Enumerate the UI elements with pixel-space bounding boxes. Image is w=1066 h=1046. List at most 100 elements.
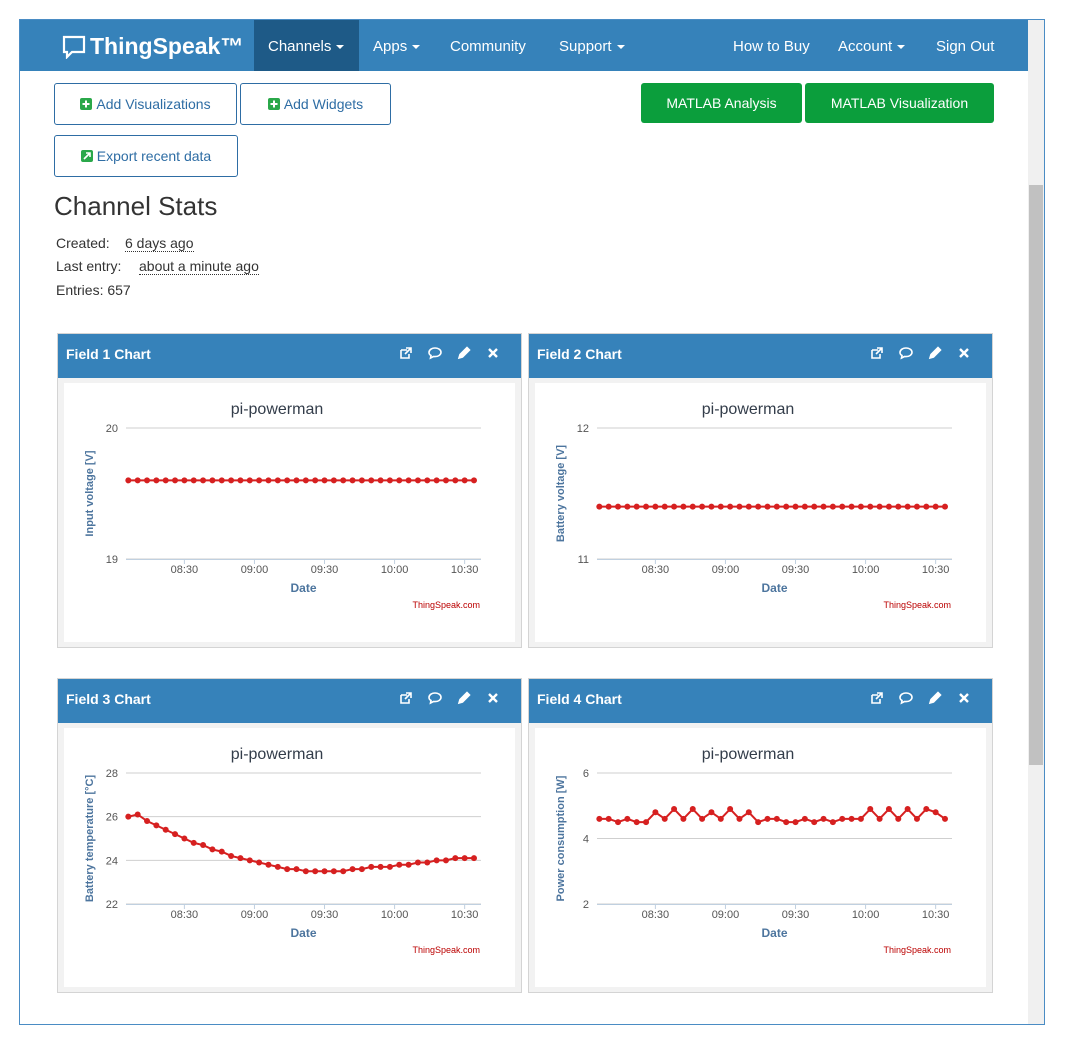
stat-label: Created: [56, 235, 110, 251]
data-point [661, 503, 668, 510]
data-point [330, 477, 337, 484]
nav-item[interactable]: Community [450, 38, 526, 55]
panel-icon[interactable] [485, 345, 501, 361]
panel-icon[interactable] [956, 690, 972, 706]
data-point [857, 503, 864, 510]
button[interactable]: Add Visualizations [54, 83, 237, 125]
panel-icon[interactable] [927, 690, 943, 706]
data-point [190, 477, 197, 484]
data-point [414, 477, 421, 484]
data-point [218, 477, 225, 484]
data-point [792, 819, 799, 826]
data-point [405, 861, 412, 868]
x-tick-label: 09:00 [712, 909, 740, 921]
panel-icon[interactable] [927, 345, 943, 361]
nav-item[interactable]: Support [559, 20, 625, 71]
data-point [265, 477, 272, 484]
chart-title: pi-powerman [231, 401, 323, 418]
button[interactable]: MATLAB Analysis [641, 83, 802, 123]
data-point [923, 806, 930, 813]
data-point [904, 503, 911, 510]
data-point [200, 477, 207, 484]
data-point [396, 477, 403, 484]
panel-icon[interactable] [956, 345, 972, 361]
data-point [801, 503, 808, 510]
scrollbar[interactable] [1028, 20, 1044, 1024]
panel-icon[interactable] [456, 690, 472, 706]
chart: pi-powerman 19 20 08:30 09:00 09:30 10:00 10:30… [84, 401, 481, 610]
chart: pi-powerman 22 24 26 28 08:30 09:00 09:30 10:00 1… [84, 746, 481, 955]
y-tick-label: 20 [106, 423, 118, 435]
data-point [671, 806, 678, 813]
icon-shape [899, 347, 913, 360]
button[interactable]: MATLAB Visualization [805, 83, 994, 123]
data-point [312, 868, 319, 875]
data-point [293, 477, 300, 484]
icon-shape [400, 347, 412, 359]
data-point [811, 503, 818, 510]
panel-icon[interactable] [427, 345, 443, 361]
data-point [144, 477, 151, 484]
panel-title: Field 1 Chart [66, 346, 151, 362]
panel-icon[interactable] [898, 690, 914, 706]
button[interactable]: Add Widgets [240, 83, 391, 125]
y-axis-title: Battery voltage [V] [555, 445, 567, 543]
x-tick-label: 10:30 [451, 909, 479, 921]
data-point [274, 863, 281, 870]
data-point [792, 503, 799, 510]
data-point [596, 503, 603, 510]
panel-icon[interactable] [398, 345, 414, 361]
data-point [643, 819, 650, 826]
data-point [190, 839, 197, 846]
panel-icon[interactable] [398, 690, 414, 706]
panel-title: Field 3 Chart [66, 691, 151, 707]
data-point [144, 818, 151, 825]
y-tick-label: 4 [583, 834, 589, 846]
data-point [671, 503, 678, 510]
data-point [755, 503, 762, 510]
icon-shape [928, 346, 942, 360]
data-point [848, 503, 855, 510]
data-point [414, 859, 421, 866]
panel-icon[interactable] [869, 690, 885, 706]
data-point [162, 477, 169, 484]
panel-header: Field 3 Chart [58, 679, 521, 723]
data-point [839, 815, 846, 822]
panel-header: Field 4 Chart [529, 679, 992, 723]
scroll-thumb[interactable] [1029, 185, 1043, 765]
data-point [736, 815, 743, 822]
panel-icon[interactable] [869, 345, 885, 361]
data-point [200, 842, 207, 849]
nav-item[interactable]: How to Buy [733, 38, 810, 55]
data-point [452, 855, 459, 862]
data-point [349, 477, 356, 484]
data-point [153, 477, 160, 484]
plus-icon [267, 98, 280, 110]
data-point [340, 868, 347, 875]
data-point [340, 477, 347, 484]
data-point [358, 866, 365, 873]
data-point [461, 855, 468, 862]
browser-window: ThingSpeak™ Channels Apps Community Supp… [19, 19, 1045, 1025]
nav-item[interactable]: Account [838, 20, 905, 71]
panel-title: Field 4 Chart [537, 691, 622, 707]
panel-icon[interactable] [456, 345, 472, 361]
nav-item[interactable]: Apps [373, 20, 420, 71]
panel-icon[interactable] [485, 690, 501, 706]
nav-item[interactable]: Channels [268, 20, 344, 71]
brand[interactable]: ThingSpeak™ [90, 33, 244, 59]
button[interactable]: Export recent data [54, 135, 238, 177]
stat-value: about a minute ago [139, 258, 259, 275]
nav-item[interactable]: Sign Out [936, 38, 995, 55]
panel-icon[interactable] [427, 690, 443, 706]
icon-shape [899, 692, 913, 705]
data-point [876, 815, 883, 822]
data-point [829, 819, 836, 826]
data-point [633, 503, 640, 510]
data-point [829, 503, 836, 510]
data-point [181, 835, 188, 842]
x-tick-label: 10:30 [451, 564, 479, 576]
panel-icon[interactable] [898, 345, 914, 361]
data-point [172, 831, 179, 838]
data-point [605, 503, 612, 510]
